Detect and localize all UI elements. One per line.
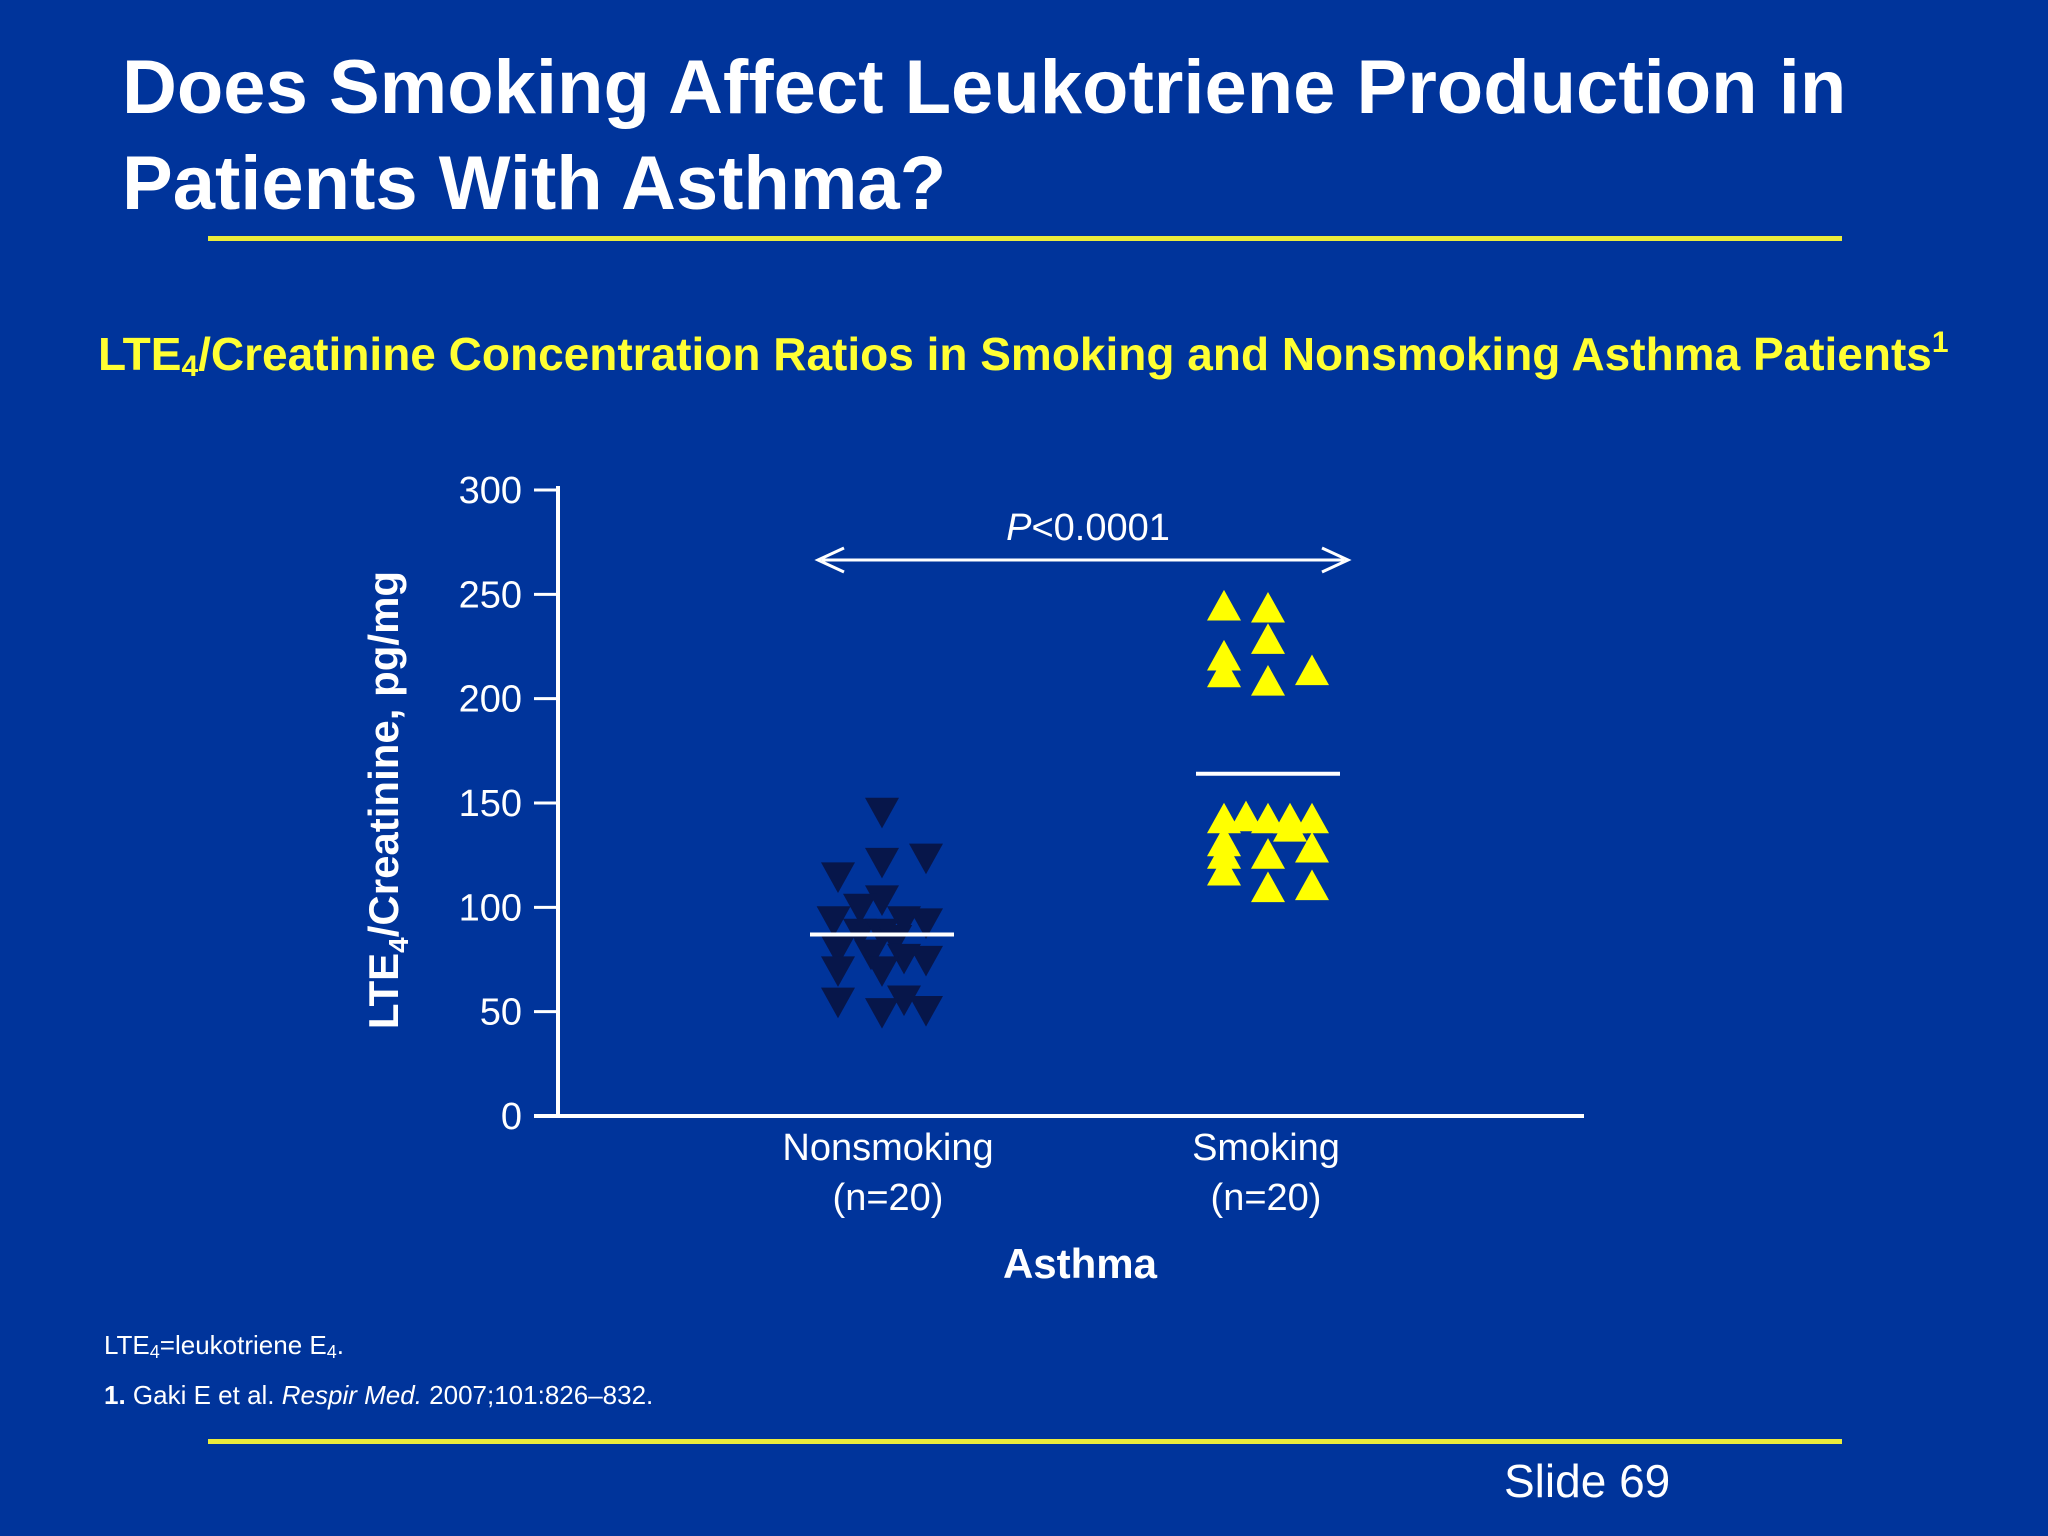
y-tick-label: 300	[459, 470, 522, 512]
smoking-point	[1207, 838, 1241, 869]
nonsmoking-point	[821, 935, 855, 967]
nonsmoking-point	[854, 939, 888, 971]
nonsmoking-point	[865, 847, 899, 879]
y-tick-label: 150	[459, 783, 522, 825]
abbreviation-footnote: LTE4=leukotriene E4.	[104, 1330, 344, 1362]
ref-number: 1.	[104, 1380, 126, 1410]
nonsmoking-point	[821, 862, 855, 894]
y-axis-label: LTE4/Creatinine, pg/mg	[360, 571, 414, 1029]
ref-journal: Respir Med.	[281, 1380, 422, 1410]
smoking-point	[1295, 869, 1329, 901]
nonsmoking-point	[865, 885, 899, 916]
top-divider	[208, 236, 1842, 241]
nonsmoking-point	[909, 843, 943, 875]
nonsmoking-point	[843, 893, 877, 925]
ylabel-text: /Creatinine, pg/mg	[360, 571, 407, 937]
smoking-point	[1207, 639, 1241, 671]
smoking-point	[1273, 811, 1307, 842]
smoking-point	[1295, 654, 1329, 686]
bottom-divider	[208, 1439, 1842, 1444]
smoking-point	[1207, 854, 1241, 886]
subtitle-lte: LTE	[98, 328, 182, 380]
nonsmoking-point	[821, 987, 855, 1019]
nonsmoking-point	[909, 945, 943, 977]
y-tick-label: 200	[459, 679, 522, 721]
x-category-label: Smoking	[1192, 1127, 1340, 1169]
ylabel-lte: LTE	[360, 953, 407, 1029]
y-tick-label: 0	[501, 1096, 522, 1138]
x-category-count: (n=20)	[1211, 1177, 1322, 1219]
smoking-point	[1229, 800, 1263, 832]
mean-lines	[810, 771, 1340, 937]
data-points	[816, 589, 1329, 1029]
nonsmoking-point	[865, 797, 899, 829]
smoking-point	[1207, 589, 1241, 621]
x-category-label: Nonsmoking	[782, 1127, 993, 1169]
subtitle-ref: 1	[1931, 326, 1949, 359]
x-axis-label: Asthma	[1003, 1240, 1158, 1287]
nonsmoking-point	[865, 998, 899, 1029]
subtitle-text: /Creatinine Concentration Ratios in Smok…	[198, 328, 1932, 380]
svg-text:LTE4/Creatinine, pg/mg: LTE4/Creatinine, pg/mg	[360, 571, 414, 1029]
ref-authors: Gaki E et al.	[125, 1380, 282, 1410]
chart-subtitle: LTE4/Creatinine Concentration Ratios in …	[98, 312, 1978, 398]
nonsmoking-point	[909, 908, 943, 939]
p-value-arrow	[814, 546, 1352, 574]
smoking-point	[1207, 656, 1241, 688]
smoking-point	[1251, 838, 1285, 869]
smoking-point	[1251, 623, 1285, 654]
smoking-point	[1251, 871, 1285, 903]
nonsmoking-point	[887, 985, 921, 1017]
p-value-label: P<0.0001	[1006, 507, 1170, 549]
y-tick-label: 250	[459, 574, 522, 616]
smoking-point	[1295, 831, 1329, 863]
nonsmoking-point	[816, 906, 851, 937]
y-tick-label: 100	[459, 887, 522, 929]
smoking-point	[1295, 802, 1329, 834]
subtitle-sub: 4	[181, 350, 199, 383]
slide-number: Slide 69	[1504, 1455, 1671, 1507]
nonsmoking-point	[865, 956, 899, 987]
reference-footnote: 1. Gaki E et al. Respir Med. 2007;101:82…	[104, 1380, 653, 1411]
x-category-labels: Nonsmoking (n=20) Smoking (n=20)	[782, 1127, 1340, 1219]
y-tick-label: 50	[480, 992, 522, 1034]
smoking-point	[1251, 802, 1285, 834]
nonsmoking-point	[909, 995, 943, 1027]
x-category-count: (n=20)	[833, 1177, 944, 1219]
nonsmoking-point	[821, 956, 855, 987]
smoking-point	[1251, 664, 1285, 696]
ref-details: 2007;101:826–832.	[421, 1380, 654, 1410]
smoking-point	[1251, 591, 1285, 623]
ylabel-sub: 4	[383, 937, 414, 953]
y-ticks: 0 50 100 150 200 250 300	[459, 470, 558, 1138]
slide-title: Does Smoking Affect Leukotriene Producti…	[122, 45, 1847, 226]
